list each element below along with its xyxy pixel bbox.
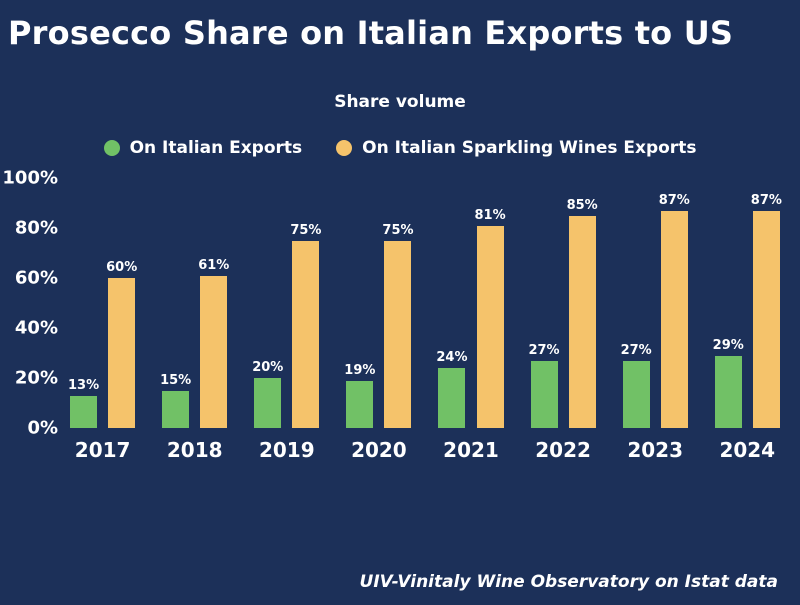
bar-value-label: 19%: [344, 362, 376, 378]
legend: On Italian Exports On Italian Sparkling …: [0, 138, 800, 158]
legend-label: On Italian Exports: [129, 138, 303, 158]
bar-green: [438, 368, 466, 428]
bar-pair: 27% 87%: [621, 178, 690, 428]
bar-column: 85%: [567, 178, 598, 428]
bar-group: 27% 85% 2022: [528, 178, 598, 463]
bar-pair: 19% 75%: [344, 178, 414, 428]
bar-column: 27%: [621, 178, 652, 428]
bar-orange: [384, 240, 412, 428]
x-axis-label: 2018: [166, 438, 223, 462]
bar-green: [70, 395, 98, 428]
bar-column: 75%: [382, 178, 414, 428]
bar-value-label: 60%: [106, 260, 138, 275]
bar-green: [714, 355, 742, 428]
legend-item-sparkling-exports: On Italian Sparkling Wines Exports: [336, 138, 696, 158]
orange-legend-dot-icon: [336, 140, 353, 156]
bar-chart: 100% 80% 60% 40% 20% 0% 13% 60% 2017 15% 61% 2018 2…: [0, 168, 800, 463]
bar-pair: 27% 85%: [528, 178, 598, 428]
bar-column: 27%: [528, 178, 560, 428]
x-axis-label: 2022: [535, 438, 591, 462]
bar-orange: [200, 275, 228, 428]
bar-value-label: 75%: [290, 222, 322, 238]
bar-value-label: 29%: [712, 337, 744, 353]
bar-column: 87%: [751, 178, 782, 428]
bar-orange: [108, 278, 136, 428]
bar-orange: [660, 210, 688, 428]
bar-column: 13%: [68, 178, 99, 428]
bar-column: 15%: [160, 178, 191, 428]
y-axis-tick-label: 80%: [14, 217, 58, 239]
y-axis-tick-label: 0%: [27, 417, 58, 439]
bar-column: 81%: [475, 178, 506, 428]
bar-value-label: 27%: [528, 342, 560, 358]
bar-group: 20% 75% 2019: [252, 178, 321, 463]
bar-pair: 20% 75%: [252, 178, 321, 428]
source-attribution: UIV-Vinitaly Wine Observatory on Istat d…: [359, 572, 778, 592]
bar-orange: [292, 240, 320, 428]
bar-column: 20%: [252, 178, 283, 428]
bar-value-label: 61%: [198, 257, 230, 273]
y-axis: 100% 80% 60% 40% 20% 0%: [2, 168, 64, 439]
bar-value-label: 20%: [252, 360, 284, 375]
bar-column: 19%: [344, 178, 375, 428]
bar-group: 13% 60% 2017: [68, 178, 137, 462]
bar-pair: 29% 87%: [713, 178, 782, 428]
x-axis-label: 2019: [258, 438, 315, 462]
bar-value-label: 87%: [658, 192, 690, 208]
bar-pair: 24% 81%: [436, 178, 506, 428]
bar-column: 61%: [198, 178, 229, 428]
bar-orange: [476, 225, 504, 428]
x-axis-label: 2017: [74, 438, 131, 462]
bar-group: 15% 61% 2018: [160, 178, 229, 463]
x-axis-label: 2020: [351, 438, 407, 462]
bar-value-label: 15%: [160, 372, 192, 388]
legend-item-italian-exports: On Italian Exports: [103, 138, 303, 158]
y-axis-tick-label: 40%: [14, 317, 58, 339]
bar-value-label: 13%: [68, 377, 100, 393]
y-axis-tick-label: 20%: [14, 367, 58, 389]
bar-green: [530, 360, 558, 428]
page-title: Prosecco Share on Italian Exports to US: [8, 14, 734, 52]
bar-group: 29% 87% 2024: [713, 178, 782, 463]
bar-group: 19% 75% 2020: [344, 178, 414, 463]
y-axis-tick-label: 100%: [2, 167, 58, 189]
bar-groups: 13% 60% 2017 15% 61% 2018 20% 75% 2019 19% 75% 2020…: [64, 178, 786, 463]
x-axis-label: 2024: [719, 438, 776, 462]
bar-value-label: 27%: [620, 342, 652, 358]
bar-orange: [752, 210, 780, 428]
bar-pair: 13% 60%: [68, 178, 137, 428]
bar-column: 87%: [659, 178, 690, 428]
bar-group: 24% 81% 2021: [436, 178, 506, 463]
bar-column: 24%: [436, 178, 468, 428]
bar-green: [162, 390, 190, 428]
bar-value-label: 81%: [474, 207, 506, 223]
bar-green: [622, 360, 650, 428]
chart-subtitle: Share volume: [334, 92, 466, 112]
bar-group: 27% 87% 2023: [621, 178, 690, 463]
legend-label: On Italian Sparkling Wines Exports: [362, 138, 697, 158]
bar-value-label: 75%: [382, 222, 414, 238]
y-axis-tick-label: 60%: [14, 267, 58, 289]
bar-column: 60%: [106, 178, 137, 428]
bar-value-label: 85%: [566, 197, 598, 213]
bar-column: 29%: [713, 178, 744, 428]
bar-green: [346, 380, 374, 428]
bar-value-label: 87%: [750, 192, 782, 208]
bar-orange: [568, 215, 596, 428]
bar-green: [254, 378, 282, 428]
x-axis-label: 2021: [443, 438, 499, 462]
bar-pair: 15% 61%: [160, 178, 229, 428]
x-axis-label: 2023: [627, 438, 684, 462]
bar-column: 75%: [290, 178, 321, 428]
bar-value-label: 24%: [436, 350, 468, 365]
green-legend-dot-icon: [103, 140, 120, 156]
